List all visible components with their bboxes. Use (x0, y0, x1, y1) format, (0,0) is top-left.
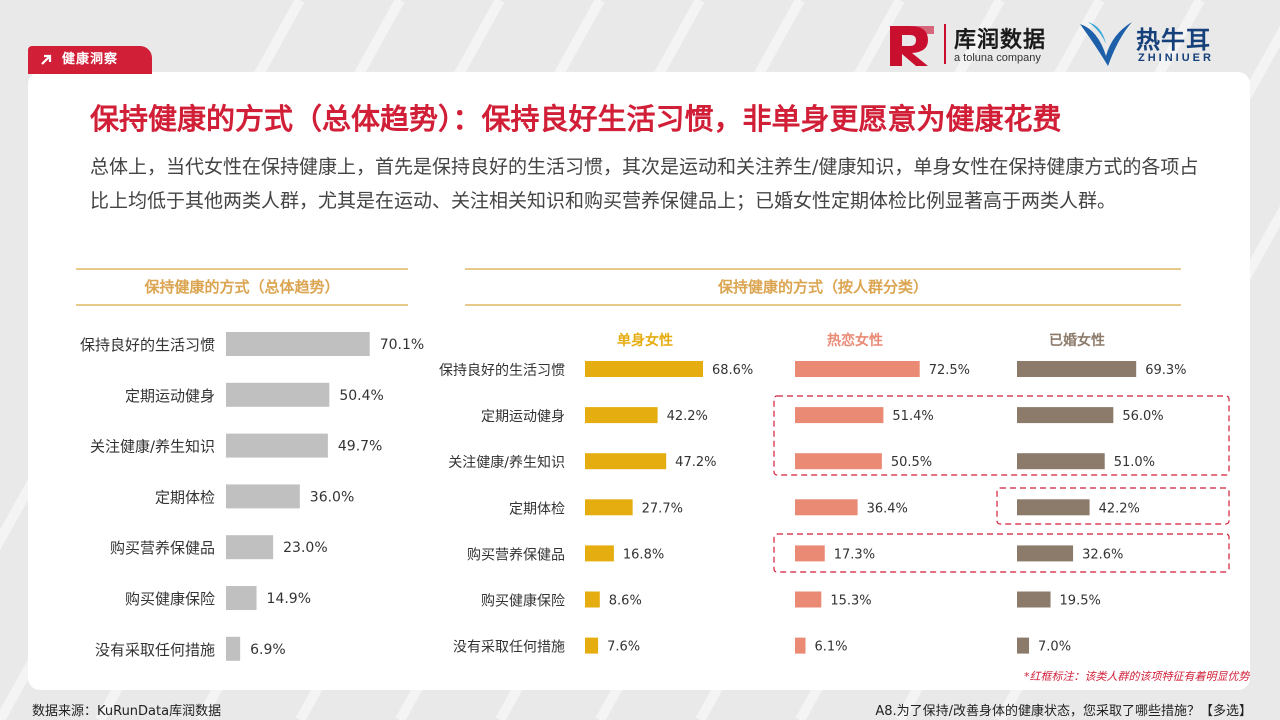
group-bar (795, 499, 858, 516)
arrow-up-right-icon (41, 54, 52, 65)
group-value-label: 42.2% (1099, 501, 1140, 516)
group-value-label: 56.0% (1122, 409, 1163, 424)
group-value-label: 6.1% (814, 640, 847, 655)
logo1-subtext: a toluna company (954, 52, 1041, 64)
highlight-box (773, 395, 1230, 476)
group-bar (795, 591, 822, 608)
overall-category-label: 关注健康/养生知识 (90, 438, 215, 456)
group-bar (795, 453, 882, 470)
group-bar (585, 637, 599, 654)
group-bar (795, 545, 825, 562)
overall-value-label: 70.1% (380, 337, 424, 353)
group-bar (1017, 453, 1105, 470)
group-bar (1017, 545, 1074, 562)
group-value-label: 17.3% (834, 547, 875, 562)
group-value-label: 7.0% (1038, 640, 1071, 655)
section-badge: 健康洞察 (28, 46, 152, 74)
group-value-label: 50.5% (891, 455, 932, 470)
group-category-label: 购买营养保健品 (467, 547, 565, 563)
logo2-text: 热牛耳 (1136, 26, 1211, 54)
group-category-label: 购买健康保险 (481, 593, 565, 610)
group-bar (585, 453, 667, 470)
overall-bar (226, 586, 257, 610)
group-bar (1017, 361, 1137, 377)
badge-label: 健康洞察 (62, 52, 119, 67)
group-chart-title: 保持健康的方式（按人群分类） (465, 268, 1181, 306)
page-title: 保持健康的方式（总体趋势）：保持良好生活习惯，非单身更愿意为健康花费 (90, 102, 1062, 136)
overall-value-label: 36.0% (310, 489, 354, 505)
group-value-label: 47.2% (675, 455, 716, 470)
group-value-label: 69.3% (1145, 363, 1186, 378)
series-header: 已婚女性 (1049, 332, 1105, 349)
group-bar (795, 637, 806, 654)
overall-chart-title: 保持健康的方式（总体趋势） (76, 268, 408, 306)
group-value-label: 32.6% (1082, 547, 1123, 562)
overall-value-label: 50.4% (339, 388, 383, 404)
group-bar (1017, 637, 1030, 654)
group-bar (1017, 499, 1090, 516)
group-value-label: 68.6% (712, 363, 753, 378)
group-category-label: 保持良好的生活习惯 (439, 362, 565, 379)
group-bar (585, 361, 703, 377)
logo-divider (944, 24, 946, 64)
highlight-box (773, 533, 1230, 573)
overall-bar (226, 332, 370, 356)
group-value-label: 8.6% (609, 594, 642, 609)
survey-question: A8.为了保持/改善身体的健康状态，您采取了哪些措施？【多选】 (875, 704, 1252, 719)
overall-bar (226, 382, 330, 407)
group-bar (585, 407, 658, 424)
page-description: 总体上，当代女性在保持健康上，首先是保持良好的生活习惯，其次是运动和关注养生/健… (90, 156, 1199, 212)
group-bar (585, 591, 600, 608)
overall-value-label: 14.9% (267, 591, 311, 607)
group-value-label: 19.5% (1060, 594, 1101, 609)
group-bar (585, 499, 633, 516)
group-value-label: 27.7% (642, 501, 683, 516)
overall-category-label: 定期运动健身 (125, 387, 215, 405)
overall-value-label: 23.0% (283, 540, 327, 556)
overall-value-label: 49.7% (338, 439, 382, 455)
highlight-box (996, 487, 1230, 525)
overall-category-label: 没有采取任何措施 (95, 641, 215, 659)
overall-value-label: 6.9% (250, 642, 286, 658)
overall-category-label: 购买健康保险 (125, 590, 215, 608)
group-bar (585, 545, 614, 562)
group-category-label: 没有采取任何措施 (453, 640, 565, 656)
overall-bar (226, 535, 274, 560)
group-value-label: 36.4% (867, 501, 908, 516)
group-value-label: 42.2% (667, 409, 708, 424)
group-bar (795, 361, 920, 377)
group-value-label: 51.4% (892, 409, 933, 424)
kurun-logo-icon (890, 26, 934, 66)
group-value-label: 72.5% (929, 363, 970, 378)
group-category-label: 定期体检 (509, 501, 565, 517)
red-box-footnote: *红框标注：该类人群的该项特征有着明显优势 (1024, 670, 1250, 683)
group-category-label: 关注健康/养生知识 (448, 454, 565, 471)
series-header: 热恋女性 (827, 332, 883, 349)
logo2-subtext: ZHINIUER (1138, 52, 1214, 64)
overall-bar (226, 636, 241, 661)
overall-category-label: 保持良好的生活习惯 (80, 336, 215, 354)
group-value-label: 16.8% (623, 547, 664, 562)
overall-bar (226, 484, 300, 509)
group-value-label: 15.3% (830, 594, 871, 609)
data-source: 数据来源：KuRunData库润数据 (32, 704, 222, 719)
series-header: 单身女性 (617, 332, 673, 349)
group-bar (795, 407, 884, 424)
group-value-label: 51.0% (1114, 455, 1155, 470)
logo1-text: 库润数据 (954, 28, 1047, 53)
group-bar (1017, 591, 1051, 608)
group-value-label: 7.6% (607, 640, 640, 655)
overall-bar (226, 433, 328, 458)
overall-category-label: 定期体检 (155, 488, 215, 506)
overall-category-label: 购买营养保健品 (110, 539, 215, 557)
group-category-label: 定期运动健身 (481, 409, 565, 425)
zhiniuer-logo-icon (1080, 22, 1132, 66)
group-bar (1017, 407, 1114, 424)
